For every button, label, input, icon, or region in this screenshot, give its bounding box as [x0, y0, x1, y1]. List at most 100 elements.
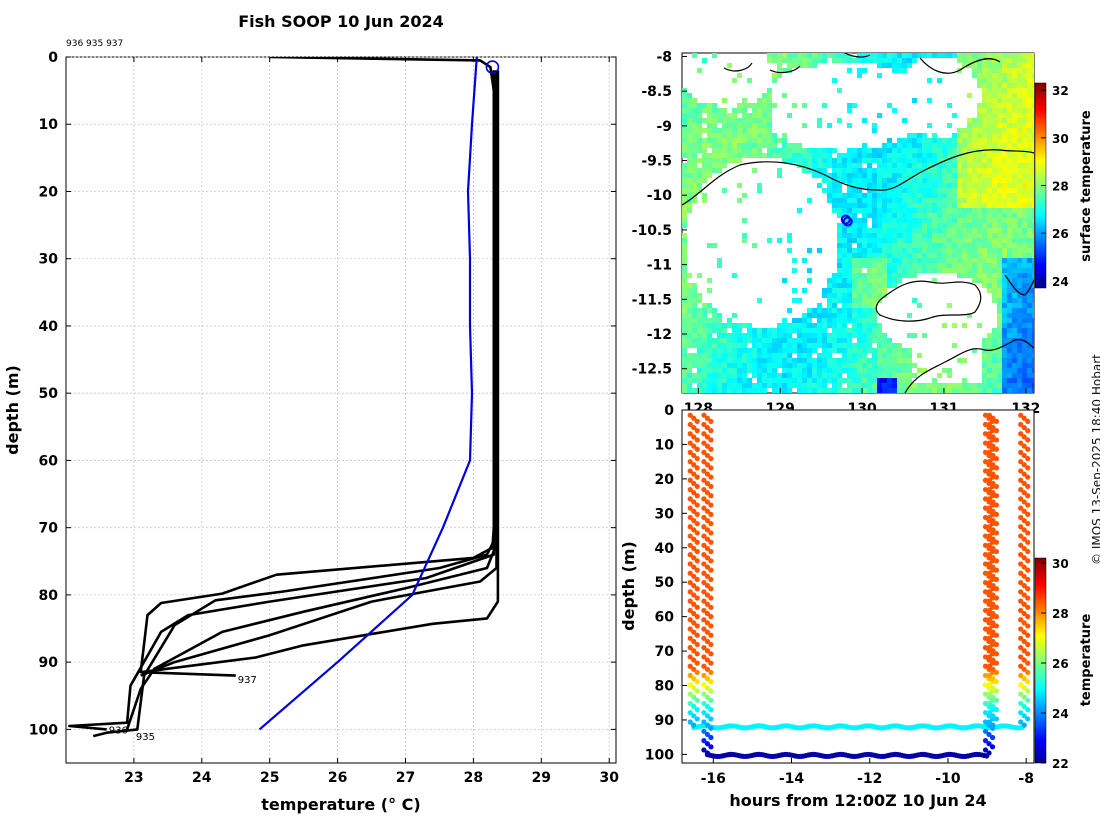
sst-cell: [1012, 93, 1017, 98]
sst-cell: [862, 388, 867, 393]
sst-cell: [857, 188, 862, 193]
depth-time-point: [982, 635, 989, 641]
depth-time-point: [986, 626, 993, 632]
sst-cell: [862, 328, 867, 333]
depth-time-point: [701, 431, 707, 437]
sst-cell: [837, 228, 842, 233]
sst-cell: [842, 248, 847, 253]
depth-time-point: [993, 567, 1000, 573]
sst-cell: [982, 128, 987, 133]
sst-cell: [1022, 133, 1027, 138]
sst-cell: [802, 358, 807, 363]
sst-cell: [727, 113, 732, 118]
sst-cell: [987, 333, 992, 338]
sst-cell: [927, 228, 932, 233]
sst-cell: [767, 133, 772, 138]
depth-time-point: [1018, 412, 1024, 418]
sst-cell: [847, 178, 852, 183]
depth-time-point: [990, 443, 996, 449]
sst-cell: [902, 208, 907, 213]
sst-cell: [737, 338, 742, 343]
sst-cell: [997, 363, 1002, 368]
sst-cell: [987, 213, 992, 218]
sst-cell: [972, 193, 977, 198]
sst-cell: [1032, 268, 1034, 273]
sst-cell: [937, 223, 942, 228]
sst-cell: [747, 128, 752, 133]
sst-cell: [942, 138, 947, 143]
depth-time-point: [708, 604, 714, 610]
sst-cell: [807, 198, 812, 203]
depth-time-point: [691, 676, 697, 682]
sst-cell: [977, 233, 982, 238]
sst-cell: [717, 113, 722, 118]
sst-cell: [1027, 348, 1032, 353]
depth-time-point: [687, 598, 693, 604]
depth-time-point: [694, 641, 700, 648]
sst-y-tick-label: -8.5: [641, 84, 672, 100]
sst-cell: [1007, 328, 1012, 333]
sst-cell: [927, 178, 932, 183]
sst-cell: [982, 88, 987, 93]
sst-cell: [972, 203, 977, 208]
sst-cell: [757, 388, 762, 393]
sst-cell: [687, 183, 692, 188]
sst-cell: [762, 358, 767, 363]
sst-cell: [907, 198, 912, 203]
sst-cell: [1012, 103, 1017, 108]
sst-cell: [737, 343, 742, 348]
depth-time-point: [691, 434, 697, 440]
sst-cell: [702, 313, 707, 318]
sst-cell: [937, 388, 942, 393]
sst-cell: [822, 288, 827, 293]
sst-cell: [962, 228, 967, 233]
sst-cell: [902, 58, 907, 63]
sst-cell: [772, 328, 777, 333]
sst-cell: [822, 368, 827, 373]
sst-cell: [857, 338, 862, 343]
sst-cell: [867, 278, 872, 283]
sst-cell: [922, 133, 927, 138]
sst-cell: [792, 258, 797, 263]
depth-time-point: [694, 576, 700, 583]
sst-cell: [797, 383, 802, 388]
depth-time-point: [694, 567, 700, 573]
sst-cell: [1012, 198, 1017, 203]
depth-time-point: [1021, 638, 1027, 645]
depth-time-point: [694, 418, 700, 424]
sst-cell: [982, 123, 987, 128]
sst-y-tick-label: -10: [647, 188, 673, 204]
sst-cell: [872, 368, 877, 373]
sst-cell: [892, 58, 897, 63]
sst-cell: [907, 208, 912, 213]
sst-cell: [867, 308, 872, 313]
sst-cell: [992, 203, 997, 208]
sst-cell: [817, 53, 822, 58]
depth-time-point: [1025, 697, 1031, 703]
sst-cell: [927, 53, 932, 58]
depth-time-y-tick-label: 70: [655, 644, 675, 660]
depth-time-point: [986, 579, 993, 586]
depth-time-x-tick-label: -12: [857, 771, 882, 787]
sst-cell: [987, 173, 992, 178]
sst-cell: [947, 193, 952, 198]
sst-cell: [1027, 203, 1032, 208]
sst-cell: [872, 293, 877, 298]
depth-time-point: [701, 710, 707, 716]
sst-cell: [682, 383, 687, 388]
sst-cell: [937, 163, 942, 168]
sst-cell: [987, 353, 992, 358]
sst-cell: [1007, 98, 1012, 103]
depth-time-point: [708, 586, 714, 592]
sst-cell: [827, 338, 832, 343]
sst-cell: [732, 363, 737, 368]
sst-cell: [937, 198, 942, 203]
sst-cell: [842, 363, 847, 368]
sst-cell: [787, 348, 792, 353]
sst-cell: [862, 258, 867, 263]
sst-cell: [1027, 133, 1032, 138]
depth-time-point: [990, 471, 996, 477]
sst-cell: [1012, 298, 1017, 303]
sst-cell: [1027, 63, 1032, 68]
sst-cell: [972, 278, 977, 283]
